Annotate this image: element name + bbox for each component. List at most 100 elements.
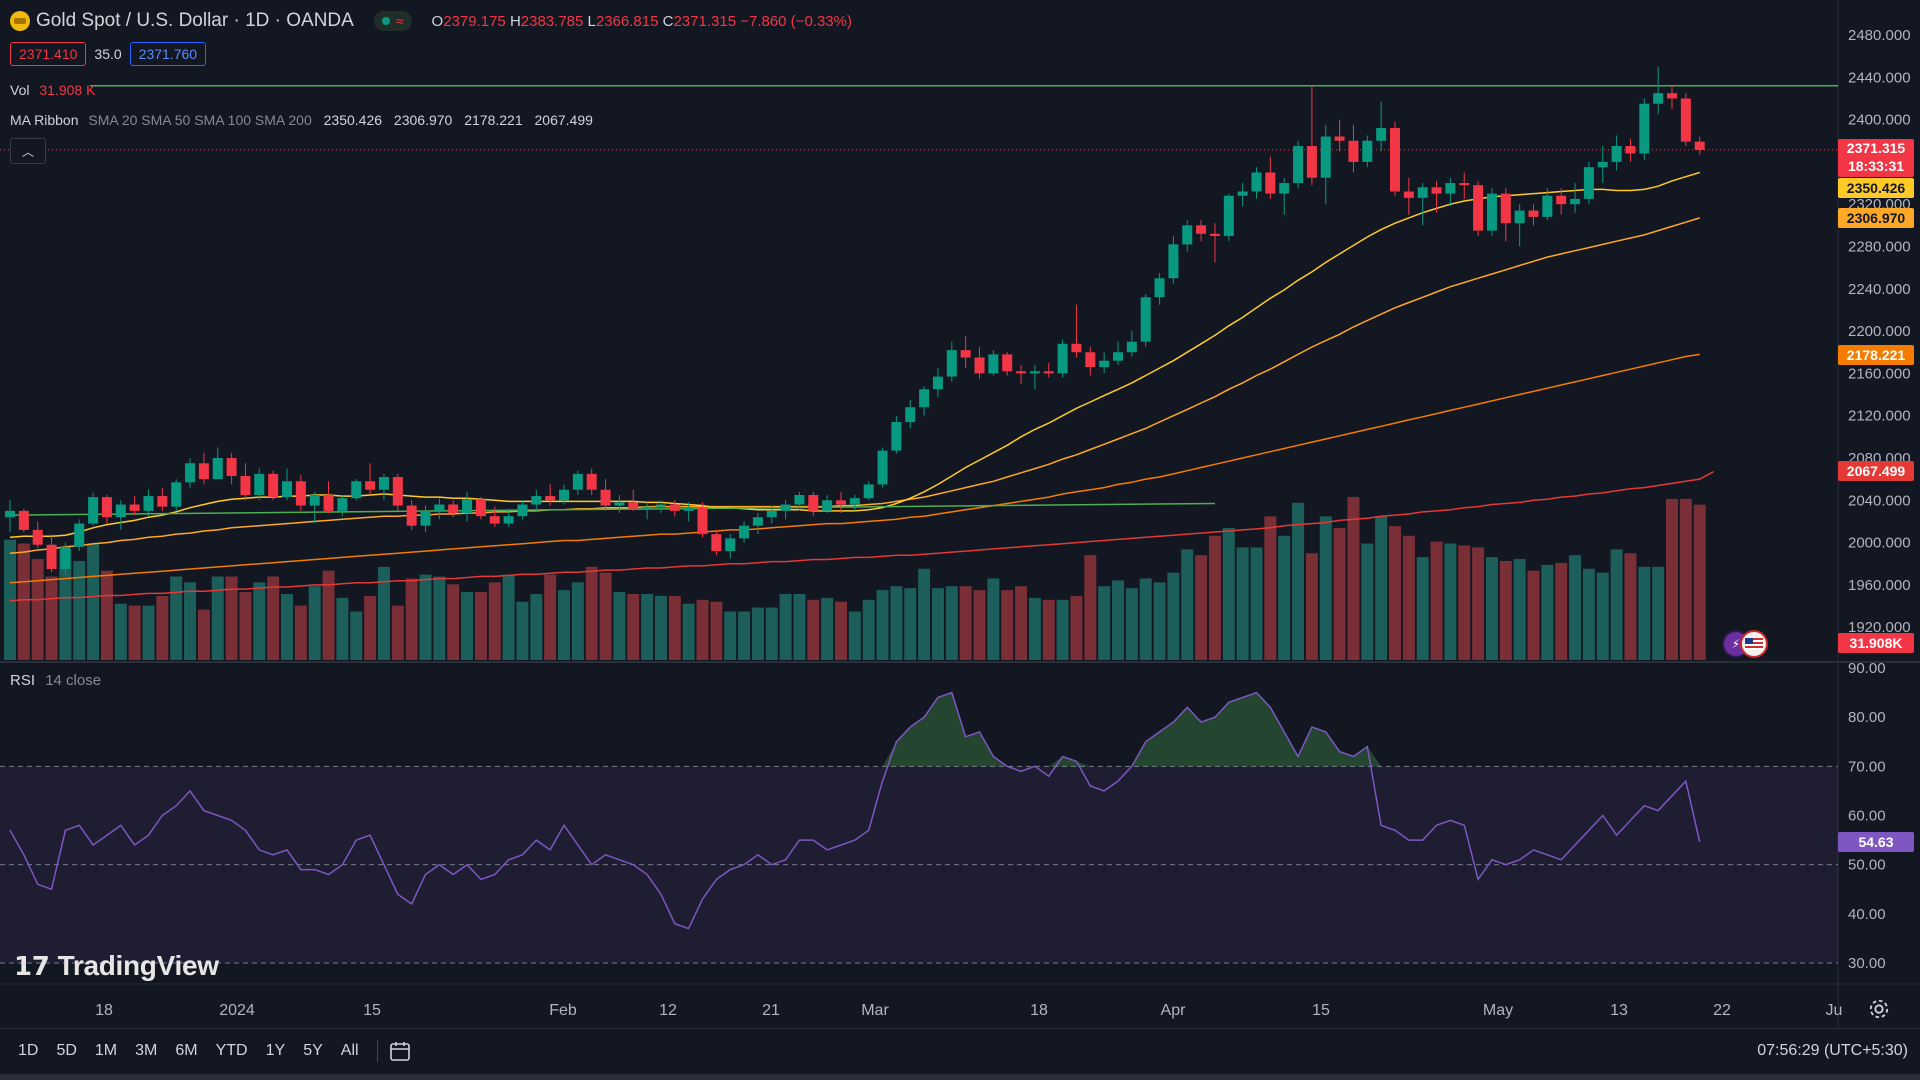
sma20-value: 2350.426 xyxy=(323,112,383,128)
rsi-overbought-fill xyxy=(1048,756,1091,767)
time-tick-label: 15 xyxy=(1312,1002,1330,1019)
ma-ribbon-lines xyxy=(9,171,1714,602)
candle-body xyxy=(240,475,251,496)
candle-body xyxy=(974,357,985,374)
candle-body xyxy=(1625,146,1636,154)
volume-bar xyxy=(1679,498,1692,660)
candle-body xyxy=(171,482,182,507)
time-tick-label: Mar xyxy=(861,1002,889,1019)
candle-body xyxy=(1099,360,1110,368)
range-1m-button[interactable]: 1M xyxy=(94,1042,118,1059)
candle-body xyxy=(1029,371,1040,374)
market-status-pill[interactable]: ≈ xyxy=(373,11,412,31)
support-trendline xyxy=(9,502,1215,516)
price-tick-label: 2200.000 xyxy=(1848,323,1911,340)
time-tick-label: Feb xyxy=(549,1002,577,1019)
volume-bar xyxy=(405,578,418,660)
timezone-clock[interactable]: 07:56:29 (UTC+5:30) xyxy=(1757,1042,1908,1059)
sma100-price-tag: 2178.221 xyxy=(1838,345,1914,365)
sma20-price-tag: 2350.426 xyxy=(1838,178,1914,198)
rsi-value-tag: 54.63 xyxy=(1838,832,1914,852)
range-1y-button[interactable]: 1Y xyxy=(265,1042,286,1059)
volume-bar xyxy=(1638,566,1651,660)
price-tick-label: 2240.000 xyxy=(1848,281,1911,298)
volume-bar xyxy=(239,592,252,660)
volume-bar xyxy=(821,597,834,660)
candle-body xyxy=(365,481,376,490)
range-5d-button[interactable]: 5D xyxy=(56,1042,77,1059)
symbol-legend[interactable]: Gold Spot / U.S. Dollar · 1D · OANDA ≈ O… xyxy=(10,10,852,32)
volume-bar xyxy=(17,543,30,660)
volume-bar xyxy=(433,576,446,660)
tradingview-logo[interactable]: 𝟭𝟳 TradingView xyxy=(14,950,219,982)
candle-body xyxy=(32,529,43,545)
ma-ribbon-params: SMA 20 SMA 50 SMA 100 SMA 200 xyxy=(88,112,312,128)
volume-bar xyxy=(959,586,972,660)
candle-body xyxy=(323,495,334,511)
range-1d-button[interactable]: 1D xyxy=(18,1042,39,1059)
settings-gear-icon[interactable] xyxy=(1868,998,1890,1020)
sell-price-button[interactable]: 2371.410 xyxy=(10,42,87,66)
candle-body xyxy=(739,525,750,539)
range-6m-button[interactable]: 6M xyxy=(175,1042,198,1059)
horizontal-lines[interactable] xyxy=(0,85,1838,516)
volume-bar xyxy=(73,561,86,660)
go-to-date-calendar-icon[interactable] xyxy=(388,1039,412,1063)
bar-countdown: 18:33:31 xyxy=(1847,158,1905,174)
buy-price-button[interactable]: 2371.760 xyxy=(129,42,207,66)
volume-bar xyxy=(682,603,695,660)
volume-bar xyxy=(835,601,847,660)
gold-symbol-icon xyxy=(10,11,30,31)
bottom-toolbar: 1D 5D 1M 3M 6M YTD 1Y 5Y All 07:56:29 (U… xyxy=(0,1028,1920,1073)
volume-bar xyxy=(170,576,183,660)
time-tick-label: 2024 xyxy=(219,1002,255,1019)
chevron-up-icon: ︿ xyxy=(21,144,34,159)
collapse-legend-button[interactable]: ︿ xyxy=(10,138,46,164)
rsi-overbought-fill xyxy=(1131,692,1382,767)
price-tick-label: 2160.000 xyxy=(1848,365,1911,382)
rsi-legend[interactable]: RSI 14 close xyxy=(10,672,101,689)
volume-bar xyxy=(1416,557,1429,660)
symbol-title[interactable]: Gold Spot / U.S. Dollar · 1D · OANDA xyxy=(36,10,354,31)
candle-body xyxy=(254,473,265,496)
volume-bar xyxy=(1125,588,1138,660)
range-ytd-button[interactable]: YTD xyxy=(215,1042,248,1059)
candle-body xyxy=(1223,195,1234,236)
range-5y-button[interactable]: 5Y xyxy=(303,1042,323,1059)
rsi-tick-label: 50.00 xyxy=(1848,857,1886,874)
range-all-button[interactable]: All xyxy=(340,1042,359,1059)
volume-bar xyxy=(1624,553,1637,660)
candle-body xyxy=(1445,183,1456,194)
sma100-line xyxy=(9,353,1700,584)
candle-body xyxy=(1168,244,1179,279)
volume-bar xyxy=(1195,555,1208,660)
volume-bar xyxy=(156,595,169,660)
rsi-tick-label: 30.00 xyxy=(1848,955,1886,972)
volume-bar xyxy=(945,586,958,660)
ma-ribbon-legend[interactable]: MA Ribbon SMA 20 SMA 50 SMA 100 SMA 200 … xyxy=(10,112,601,128)
price-candles xyxy=(5,66,1705,575)
candle-body xyxy=(392,477,403,506)
candle-body xyxy=(919,389,930,408)
time-tick-label: 15 xyxy=(363,1002,381,1019)
volume-legend[interactable]: Vol 31.908 K xyxy=(10,82,95,98)
sma50-price-tag: 2306.970 xyxy=(1838,208,1914,228)
candle-body xyxy=(1126,341,1137,353)
candle-body xyxy=(226,458,237,476)
candle-body xyxy=(1154,278,1165,298)
volume-bar xyxy=(142,605,155,660)
spread-value: 35.0 xyxy=(94,46,122,62)
candle-body xyxy=(185,463,196,483)
volume-bar xyxy=(336,597,349,660)
rsi-tick-label: 40.00 xyxy=(1848,906,1886,923)
us-economic-event-icon[interactable] xyxy=(1740,630,1768,658)
volume-bar xyxy=(1208,535,1221,660)
candle-body xyxy=(600,489,611,506)
chart-events: ⚡ xyxy=(1722,630,1768,658)
rsi-pane xyxy=(0,691,1838,964)
candle-body xyxy=(212,458,223,480)
range-3m-button[interactable]: 3M xyxy=(135,1042,158,1059)
volume-value: 31.908 K xyxy=(39,82,96,98)
volume-bar xyxy=(1513,559,1526,660)
